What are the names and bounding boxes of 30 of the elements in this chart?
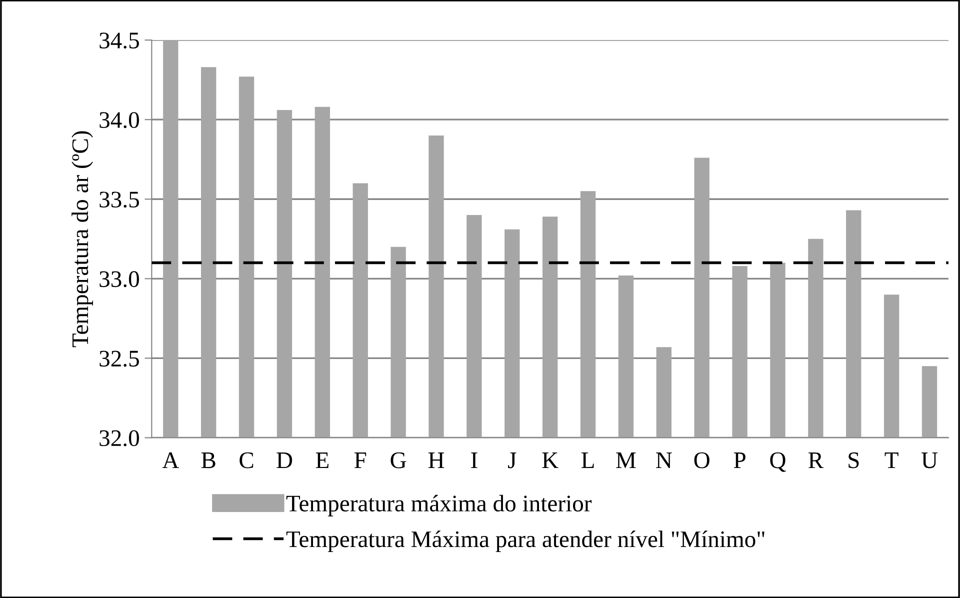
x-tick-label: D: [276, 452, 292, 468]
x-tick-label: J: [508, 452, 516, 468]
x-tick-label: N: [656, 452, 672, 468]
y-tick-label: 33.5: [100, 192, 139, 208]
x-tick-label: T: [884, 452, 898, 468]
y-tick-label: 34.0: [100, 112, 139, 128]
x-tick-label: L: [581, 452, 594, 468]
y-axis-title: Temperatura do ar (ºC): [72, 131, 93, 348]
x-tick-label: U: [921, 452, 938, 468]
x-tick-label: A: [162, 452, 180, 468]
x-tick-label: P: [734, 452, 746, 468]
x-tick-label: I: [471, 452, 478, 468]
x-tick-label: B: [201, 452, 216, 468]
x-tick-label: R: [808, 452, 824, 468]
x-tick-label: F: [354, 452, 366, 468]
legend-label: Temperatura máxima do interior: [286, 494, 592, 516]
x-tick-label: K: [542, 452, 558, 468]
x-tick-label: M: [616, 452, 636, 468]
x-tick-label: E: [316, 452, 328, 468]
y-tick-label: 33.0: [100, 271, 139, 288]
x-tick-label: G: [390, 452, 406, 468]
x-tick-label: O: [694, 452, 710, 468]
legend-label: Temperatura Máxima para atender nível "Mínimo": [286, 530, 764, 552]
x-tick-label: S: [848, 452, 859, 468]
y-tick-label: 32.0: [100, 430, 139, 446]
y-tick-label: 32.5: [100, 350, 139, 367]
x-tick-label: Q: [770, 452, 786, 472]
y-tick-label: 34.5: [100, 32, 139, 49]
x-tick-label: H: [428, 452, 444, 468]
x-tick-label: C: [240, 452, 254, 468]
